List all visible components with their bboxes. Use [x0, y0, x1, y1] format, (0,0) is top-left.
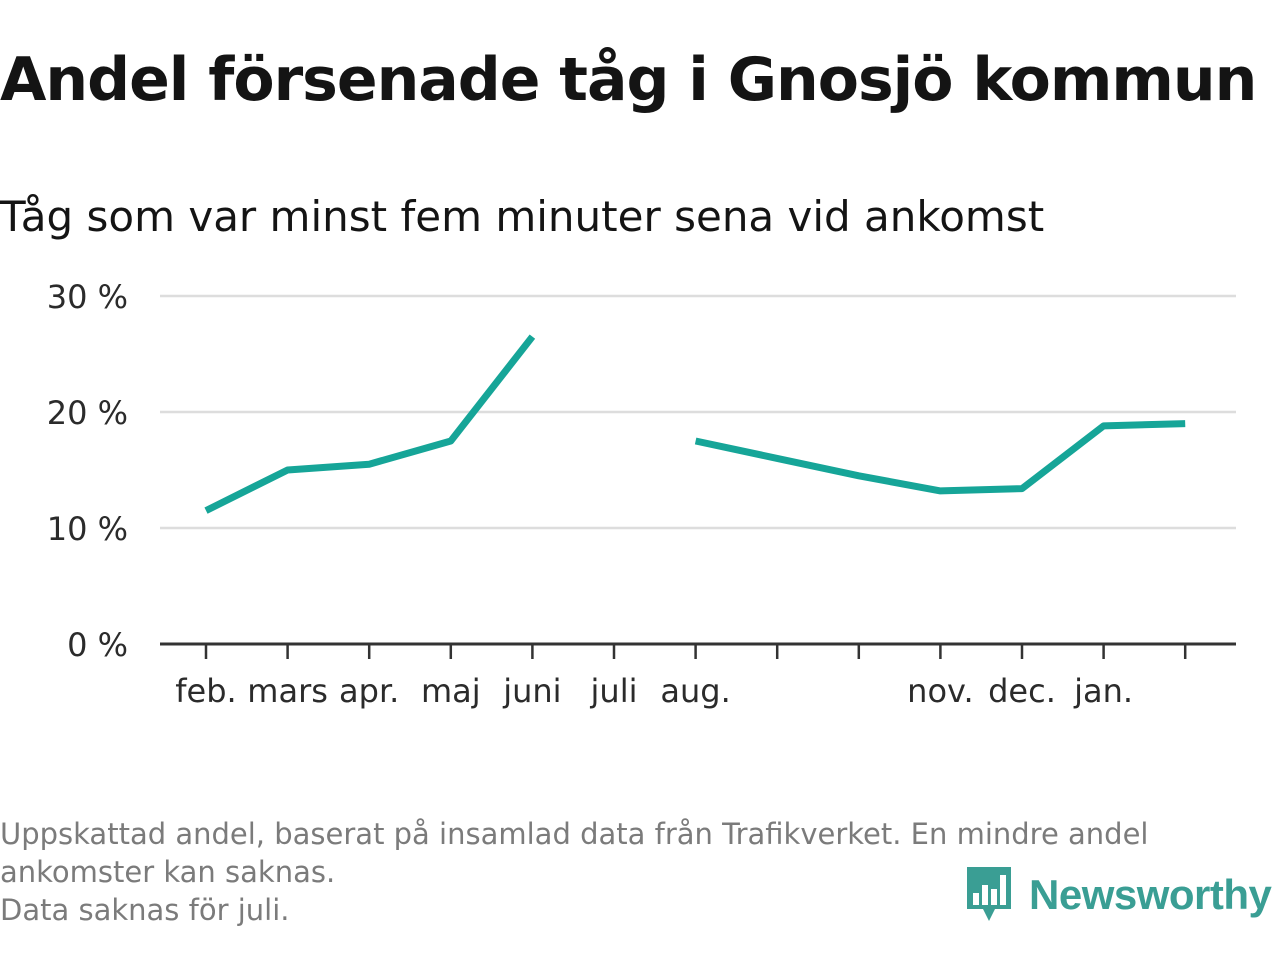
y-axis-tick-labels: 0 % 10 % 20 % 30 %: [47, 278, 128, 664]
y-tick-label: 20 %: [47, 394, 128, 432]
x-tick-label: dec.: [988, 672, 1056, 710]
footnote-line-2: ankomster kan saknas.: [0, 855, 336, 889]
series-line: [204, 334, 536, 514]
footnote-line-1: Uppskattad andel, baserat på insamlad da…: [0, 817, 1149, 851]
brand-logo: Newsworthy: [963, 862, 1272, 928]
y-tick-label: 0 %: [67, 626, 128, 664]
y-tick-label: 30 %: [47, 278, 128, 316]
x-tick-label: apr.: [339, 672, 399, 710]
x-tick-label: mars: [247, 672, 328, 710]
series-lines: [204, 334, 1186, 514]
footnote-line-3: Data saknas för juli.: [0, 893, 290, 927]
x-tick-label: juli: [590, 672, 638, 710]
y-tick-label: 10 %: [47, 510, 128, 548]
series-line: [694, 420, 1186, 495]
x-tick-label: aug.: [660, 672, 730, 710]
x-tick-label: maj: [421, 672, 481, 710]
line-chart: 0 % 10 % 20 % 30 % feb. mars apr. maj juni juli a…: [47, 278, 1236, 710]
grid-lines: [160, 294, 1236, 530]
x-axis-tick-labels: feb. mars apr. maj juni juli aug. nov. dec. jan.: [175, 672, 1133, 710]
x-tick-label: jan.: [1073, 672, 1133, 710]
x-axis: [160, 642, 1236, 659]
x-tick-label: feb.: [175, 672, 236, 710]
x-tick-label: nov.: [907, 672, 973, 710]
x-tick-label: juni: [502, 672, 561, 710]
footnote: Uppskattad andel, baserat på insamlad da…: [0, 815, 1270, 929]
chart-title: Andel försenade tåg i Gnosjö kommun: [0, 45, 1257, 115]
newsworthy-logo-icon: [967, 867, 1011, 921]
chart-subtitle: Tåg som var minst fem minuter sena vid a…: [0, 192, 1045, 241]
brand-name: Newsworthy: [1029, 871, 1272, 918]
